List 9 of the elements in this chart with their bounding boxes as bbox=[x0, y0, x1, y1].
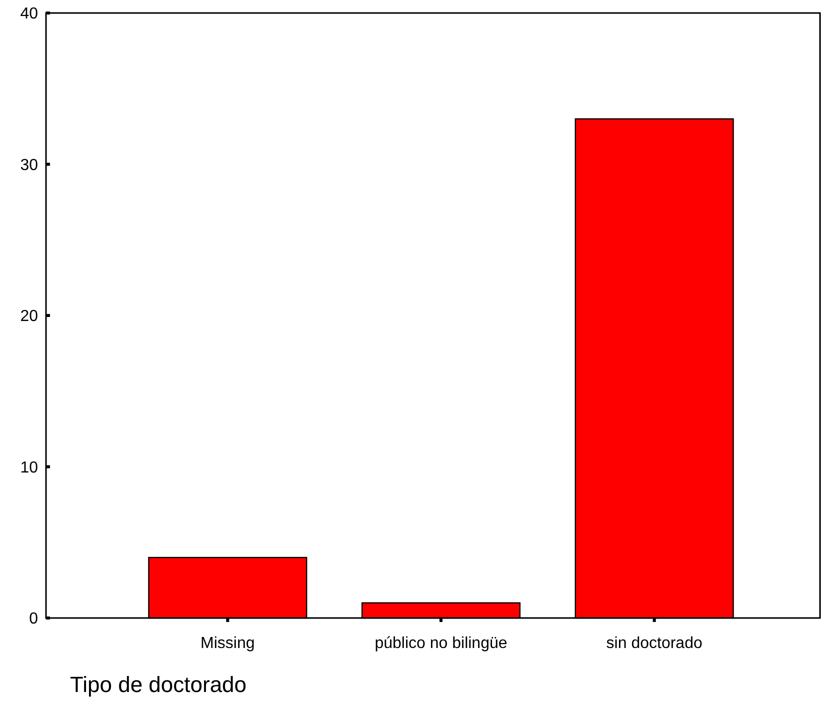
y-tick-label: 40 bbox=[20, 6, 38, 23]
x-axis-title: Tipo de doctorado bbox=[70, 672, 247, 697]
x-tick-label: Missing bbox=[200, 635, 255, 652]
x-tick-label: sin doctorado bbox=[606, 635, 702, 652]
y-tick-label: 0 bbox=[29, 610, 38, 628]
y-tick-label: 20 bbox=[20, 308, 38, 326]
y-tick-label: 30 bbox=[20, 156, 38, 174]
x-tick-label: público no bilingüe bbox=[374, 635, 508, 652]
y-tick-label: 10 bbox=[20, 459, 38, 476]
